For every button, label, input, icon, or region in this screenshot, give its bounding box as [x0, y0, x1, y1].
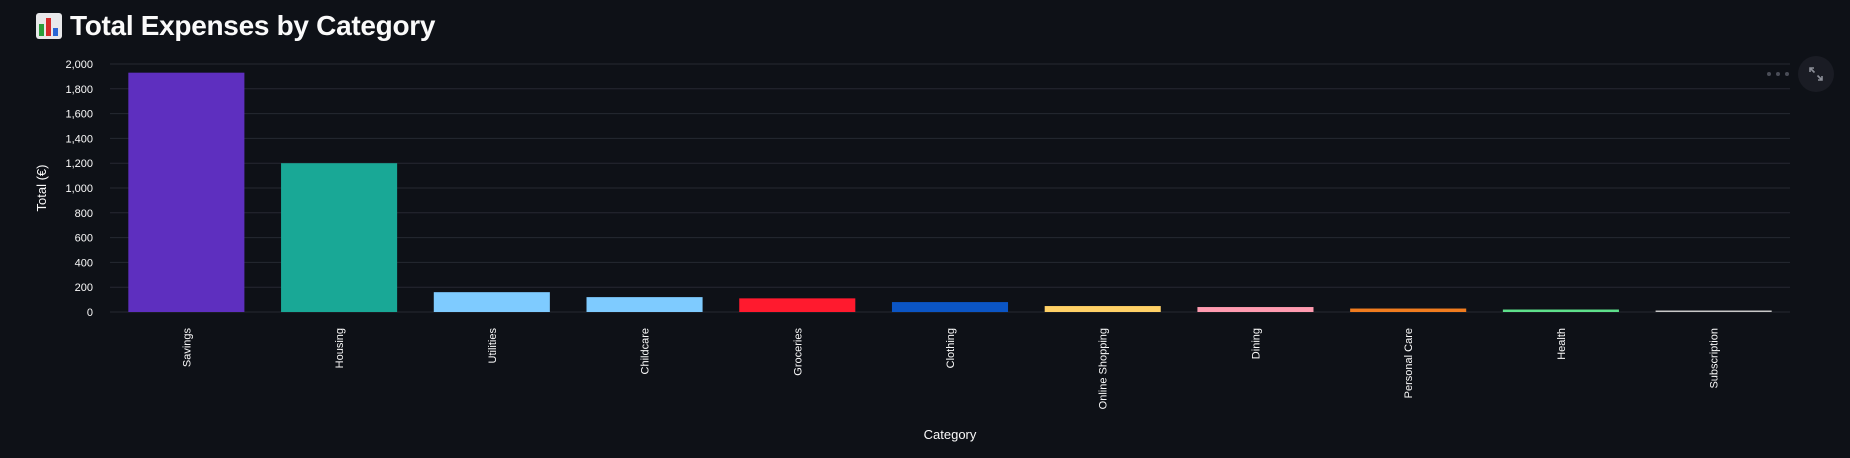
x-tick-label: Dining — [1250, 328, 1262, 359]
x-tick-label: Groceries — [792, 328, 804, 376]
bar-online-shopping[interactable] — [1044, 306, 1161, 312]
bar-dining[interactable] — [1197, 307, 1314, 312]
more-options-dot — [1785, 72, 1789, 76]
bar-housing[interactable] — [281, 163, 398, 312]
y-tick-label: 0 — [87, 307, 93, 319]
x-tick-label: Clothing — [945, 328, 957, 368]
y-tick-label: 1,200 — [65, 158, 93, 170]
bar-groceries[interactable] — [739, 298, 856, 312]
x-tick-label: Housing — [334, 328, 346, 368]
y-tick-label: 200 — [75, 282, 93, 294]
y-tick-label: 1,800 — [65, 84, 93, 96]
more-options-dot — [1767, 72, 1771, 76]
bar-health[interactable] — [1502, 309, 1619, 312]
expand-button[interactable] — [1798, 56, 1834, 92]
x-tick-label: Savings — [181, 328, 193, 368]
y-tick-label: 2,000 — [65, 59, 93, 71]
y-tick-label: 400 — [75, 257, 93, 269]
page-title: Total Expenses by Category — [70, 10, 436, 41]
x-tick-label: Utilities — [487, 328, 499, 364]
bar-chart-emoji-icon — [36, 13, 62, 39]
x-tick-label: Subscription — [1709, 328, 1721, 389]
y-axis-label: Total (€) — [34, 165, 49, 212]
bar-childcare[interactable] — [586, 297, 703, 312]
y-tick-label: 1,000 — [65, 183, 93, 195]
bar-personal-care[interactable] — [1350, 308, 1467, 312]
more-options-dot — [1776, 72, 1780, 76]
y-tick-label: 1,400 — [65, 133, 93, 145]
y-tick-label: 800 — [75, 208, 93, 220]
bar-clothing[interactable] — [891, 302, 1009, 312]
bar-savings[interactable] — [128, 72, 245, 313]
y-tick-label: 600 — [75, 233, 93, 245]
x-tick-label: Health — [1556, 328, 1568, 360]
x-tick-label: Childcare — [640, 328, 652, 374]
x-tick-label: Personal Care — [1403, 328, 1415, 398]
bar-utilities[interactable] — [433, 292, 550, 312]
page-header: Total Expenses by Category — [36, 10, 435, 42]
x-tick-label: Online Shopping — [1098, 328, 1110, 409]
y-tick-label: 1,600 — [65, 109, 93, 121]
y-axis-ticks: 0 200 400 600 800 1,000 1,200 1,400 1,600 1,800 2,… — [65, 59, 93, 319]
x-axis-label: Category — [924, 427, 977, 442]
expand-icon — [1809, 67, 1823, 81]
chart-bars — [128, 72, 1772, 313]
more-options-button[interactable] — [1767, 66, 1789, 82]
x-axis-ticks: Savings Housing Utilities Childcare Grocerie… — [181, 328, 1720, 410]
bar-subscription[interactable] — [1655, 310, 1772, 312]
